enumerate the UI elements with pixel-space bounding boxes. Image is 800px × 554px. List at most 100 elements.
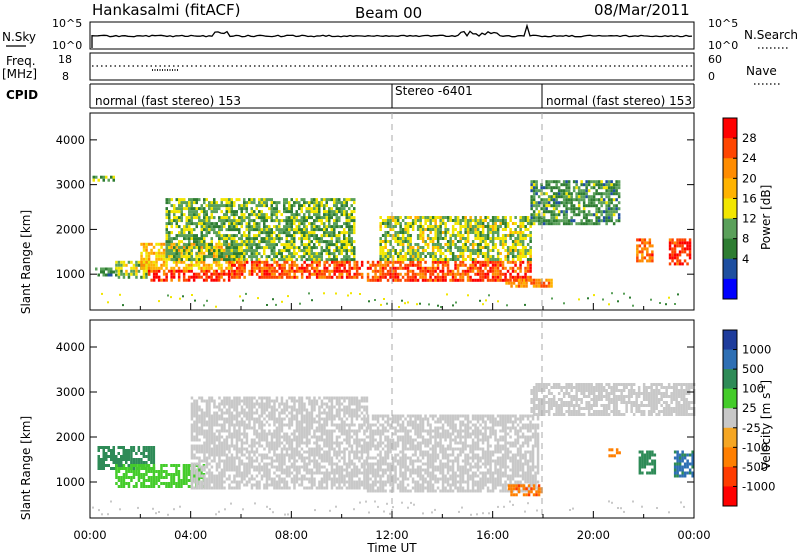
power-cell-8 <box>396 255 400 258</box>
velocity-cell-2 <box>310 450 314 454</box>
power-cell-4 <box>190 260 193 264</box>
power-cell-5 <box>233 225 236 229</box>
power-cell-5 <box>278 201 281 205</box>
velocity-cell-2 <box>308 426 311 430</box>
power-cell-5 <box>353 219 356 223</box>
power-cell-4 <box>220 257 223 261</box>
power-cell-10 <box>547 183 551 187</box>
power-cell-5 <box>338 231 341 235</box>
power-cell-5 <box>243 231 246 235</box>
velocity-cell-2 <box>220 486 224 490</box>
velocity-cell-2 <box>308 402 311 406</box>
power-cell-4 <box>220 263 223 267</box>
power-cell-8 <box>436 249 440 252</box>
power-cell-8 <box>389 222 392 225</box>
power-cell-5 <box>323 198 326 202</box>
power-cell-12 <box>668 244 672 248</box>
velocity-cell-2 <box>210 459 214 463</box>
velocity-cell-2 <box>265 465 269 469</box>
velocity-cell-1 <box>157 479 161 482</box>
power-cell-4 <box>155 260 158 264</box>
velocity-cell-2 <box>230 465 234 469</box>
power-cell-5 <box>250 252 253 256</box>
power-cell-11 <box>648 241 652 245</box>
velocity-cell-1 <box>132 464 136 467</box>
velocity-cell-2 <box>213 441 216 445</box>
power-cell-7 <box>441 269 445 273</box>
velocity-cell-2 <box>233 429 236 433</box>
velocity-cell-1 <box>180 485 183 488</box>
power-cell-5 <box>330 258 333 262</box>
velocity-cell-0 <box>127 455 130 458</box>
power-cell-5 <box>205 216 208 220</box>
power-cell-10 <box>590 222 593 226</box>
power-cell-10 <box>600 192 603 196</box>
power-cell-9 <box>520 281 523 285</box>
velocity-cell-2 <box>268 444 271 448</box>
velocity-cell-2 <box>228 456 231 460</box>
power-cell-4 <box>197 263 201 267</box>
power-cell-7 <box>511 260 515 264</box>
velocity-cell-2 <box>198 438 201 442</box>
velocity-cell-2 <box>280 453 284 457</box>
power-cell-6 <box>270 275 274 279</box>
power-cell-10 <box>612 186 616 190</box>
velocity-cell-1 <box>157 473 161 476</box>
power-cell-6 <box>270 269 274 273</box>
power-cell-10 <box>557 204 561 208</box>
power-cell-5 <box>270 219 273 223</box>
velocity-cell-1 <box>187 470 191 473</box>
power-cell-8 <box>424 243 427 246</box>
velocity-cell-0 <box>107 464 110 467</box>
power-cell-4 <box>195 254 198 258</box>
power-cell-4 <box>162 260 166 264</box>
velocity-cell-2 <box>218 486 221 490</box>
power-cell-5 <box>313 252 316 256</box>
velocity-cell-2 <box>283 453 286 457</box>
power-cell-4 <box>187 245 191 249</box>
power-cell-4 <box>190 242 193 246</box>
power-cell-10 <box>567 189 571 193</box>
power-cell-4 <box>152 245 156 249</box>
power-cell-7 <box>471 260 475 264</box>
velocity-cell-0 <box>150 458 153 461</box>
velocity-cell-2 <box>190 405 194 409</box>
power-cell-7 <box>476 269 480 273</box>
power-cell-8 <box>461 252 465 255</box>
velocity-cell-0 <box>102 452 105 455</box>
power-cell-5 <box>345 249 348 253</box>
power-cell-5 <box>265 213 268 217</box>
velocity-cell-2 <box>255 486 259 490</box>
power-cell-8 <box>499 219 502 222</box>
power-cell-5 <box>293 228 296 232</box>
power-cell-8 <box>466 219 470 222</box>
power-cell-8 <box>451 255 455 258</box>
power-cell-8 <box>484 219 487 222</box>
power-cell-9 <box>512 281 516 285</box>
power-cell-5 <box>280 258 283 262</box>
power-cell-5 <box>228 204 231 208</box>
power-cell-10 <box>532 189 536 193</box>
velocity-cell-2 <box>265 474 269 478</box>
power-cell-5 <box>273 243 276 247</box>
power-cell-7 <box>431 266 435 270</box>
power-cell-5 <box>340 231 343 235</box>
power-cell-7 <box>399 263 402 267</box>
power-cell-8 <box>439 228 442 231</box>
velocity-cell-1 <box>175 470 178 473</box>
power-cell-7 <box>511 269 515 273</box>
velocity-cell-1 <box>185 476 188 479</box>
power-cell-10 <box>535 204 538 208</box>
power-cell-5 <box>220 204 223 208</box>
velocity-cell-2 <box>298 405 301 409</box>
power-cell-5 <box>323 234 326 238</box>
power-cell-5 <box>328 225 331 229</box>
power-cell-5 <box>285 231 288 235</box>
power-cell-5 <box>215 201 218 205</box>
power-cell-11 <box>646 247 649 251</box>
velocity-cell-1 <box>115 467 118 470</box>
velocity-cell-2 <box>265 399 269 403</box>
velocity-cell-2 <box>270 399 274 403</box>
velocity-cell-2 <box>293 468 296 472</box>
power-cell-6 <box>313 266 316 270</box>
